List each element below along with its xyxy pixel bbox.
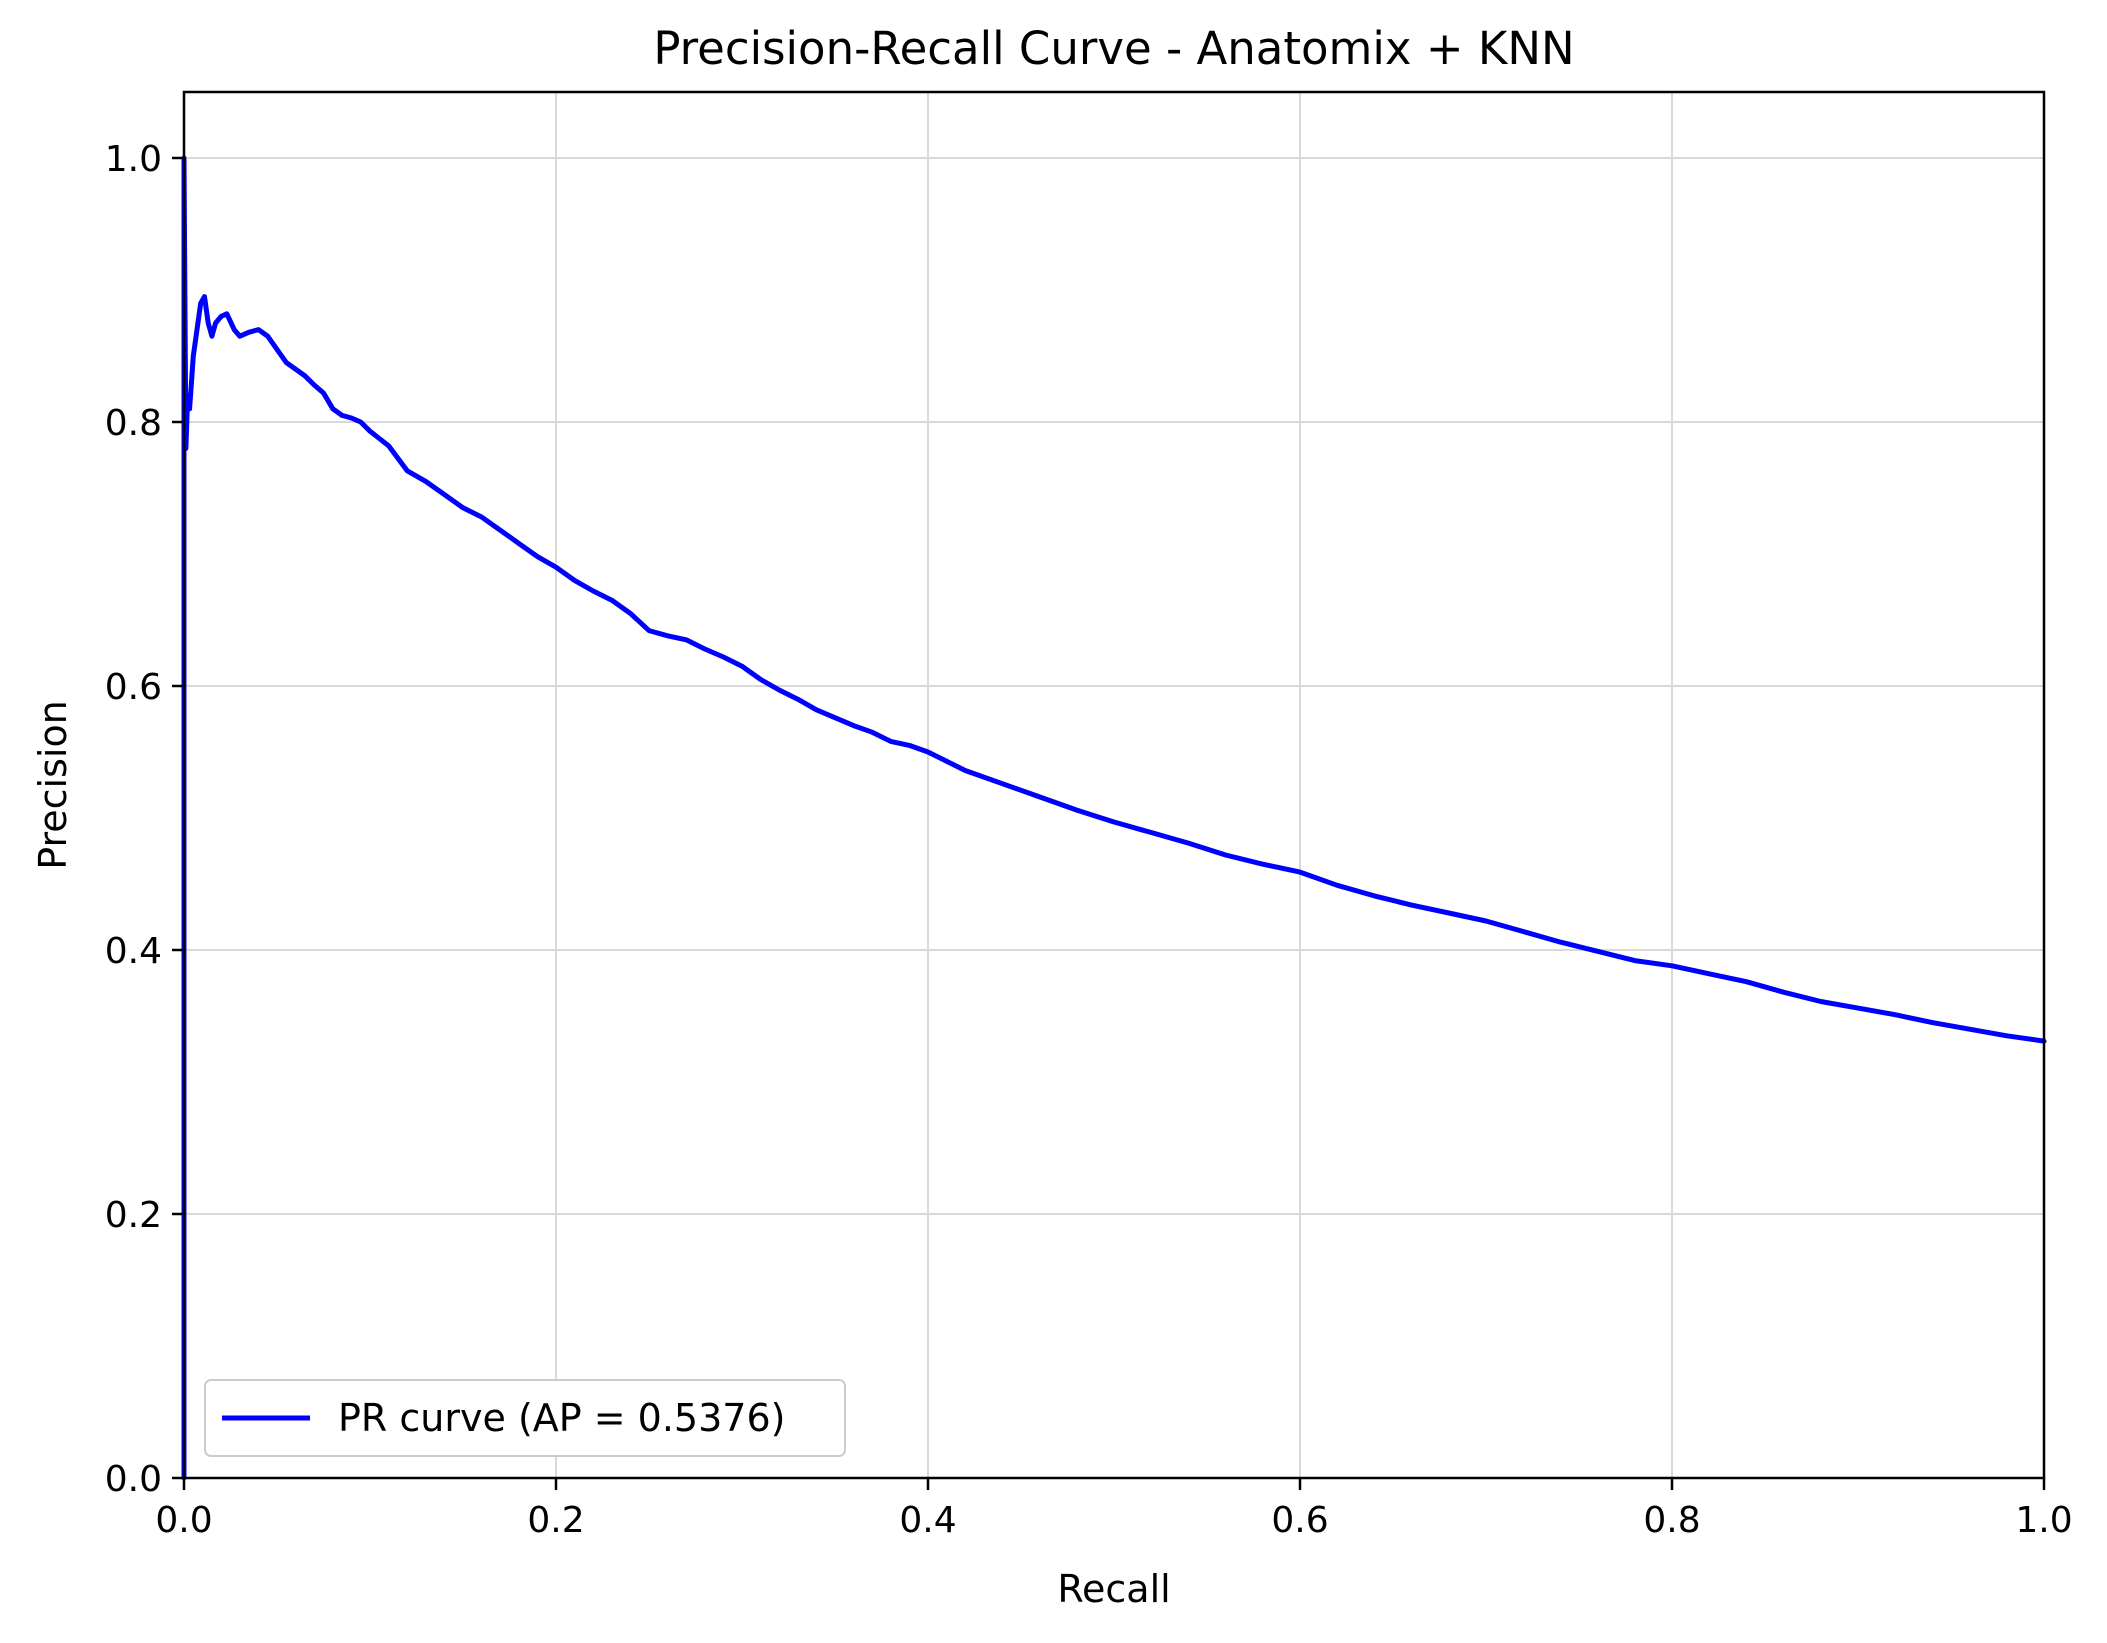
grid-layer bbox=[183, 92, 2045, 1479]
x-axis-label: Recall bbox=[1057, 1567, 1170, 1611]
series-line bbox=[181, 155, 2047, 1481]
x-tick-label: 0.8 bbox=[1643, 1500, 1700, 1541]
chart-title: Precision-Recall Curve - Anatomix + KNN bbox=[653, 22, 1574, 75]
legend-label: PR curve (AP = 0.5376) bbox=[338, 1396, 785, 1440]
y-tick-label: 0.4 bbox=[105, 931, 162, 972]
y-tick-label: 0.6 bbox=[105, 667, 162, 708]
y-tick-label: 1.0 bbox=[105, 139, 162, 180]
series-layer bbox=[181, 155, 2047, 1481]
x-tick-label: 0.0 bbox=[155, 1500, 212, 1541]
y-tick-label: 0.2 bbox=[105, 1195, 162, 1236]
tick-layer: 0.0 0.2 0.4 0.6 0.8 1.0 0.0 0.2 0.4 0.6 0.8 1.0 bbox=[105, 139, 2073, 1541]
x-tick-label: 1.0 bbox=[2015, 1500, 2072, 1541]
x-tick-label: 0.2 bbox=[527, 1500, 584, 1541]
legend-box bbox=[204, 1379, 846, 1457]
legend: PR curve (AP = 0.5376) bbox=[204, 1379, 846, 1457]
y-tick-label: 0.8 bbox=[105, 403, 162, 444]
plot-frame bbox=[182, 90, 2046, 1480]
y-axis-label: Precision bbox=[31, 700, 75, 870]
y-tick-label: 0.0 bbox=[105, 1459, 162, 1500]
x-tick-label: 0.4 bbox=[899, 1500, 956, 1541]
x-tick-label: 0.6 bbox=[1271, 1500, 1328, 1541]
